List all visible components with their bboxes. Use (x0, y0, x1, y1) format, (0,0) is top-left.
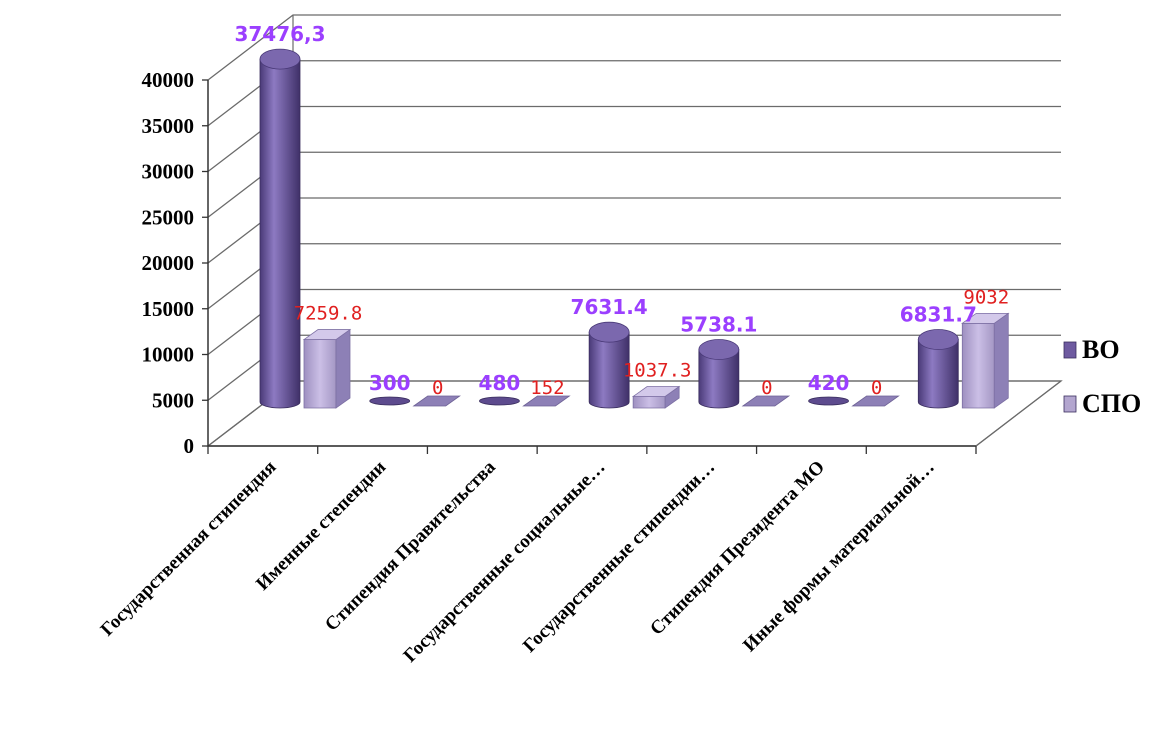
bar-vo-body (588, 331, 630, 409)
legend-label: ВО (1082, 335, 1120, 364)
bar-spo-top (631, 386, 681, 397)
bar-vo-body (698, 349, 740, 409)
bar-spo-top (302, 329, 352, 340)
bar-spo (302, 328, 352, 409)
data-label-vo: 300 (369, 371, 411, 395)
bar-spo-side (335, 328, 351, 409)
x-tick-label: Стипендия Президента МО (646, 457, 829, 640)
bar-spo (631, 385, 681, 409)
bar-spo-front (961, 322, 995, 409)
data-label-spo: 9032 (963, 286, 1009, 308)
data-label-spo: 0 (871, 377, 882, 399)
x-tick-label: Иные формы материальной… (739, 457, 938, 656)
bar-spo-top (961, 312, 1010, 324)
legend-swatch (1063, 341, 1077, 359)
bar-vo-top (588, 321, 630, 343)
bar-spo-flat (741, 395, 791, 407)
bars (259, 48, 1010, 409)
legend-item-spo: СПО (1063, 389, 1141, 418)
bar-vo-body (917, 339, 959, 409)
y-axis-tick-labels: 0 5000 10000 15000 20000 25000 30000 35000 40000 (142, 68, 195, 458)
bar-spo (412, 395, 461, 407)
bar-vo (479, 396, 520, 406)
bar-spo-side (993, 312, 1009, 409)
bar-vo-top (259, 48, 301, 70)
bar-spo (522, 395, 571, 407)
y-tick-label: 20000 (142, 251, 195, 275)
bar-spo-flat (851, 395, 900, 407)
y-tick-label: 0 (184, 434, 195, 458)
bar-vo (588, 321, 630, 409)
x-tick-label: Государственная стипендия (97, 457, 281, 641)
x-tick-label: Государственные стипендии… (519, 457, 719, 657)
legend-swatch (1063, 395, 1077, 413)
legend: ВО СПО (1063, 335, 1141, 418)
bar-spo-front (632, 396, 666, 409)
bar-spo (851, 395, 900, 407)
floor-edge (975, 380, 1062, 447)
data-label-vo: 6831.7 (900, 302, 977, 326)
bar-spo-front (303, 339, 337, 409)
data-label-spo: 0 (432, 377, 443, 399)
bar-vo-disc (808, 396, 849, 406)
y-tick-label: 40000 (142, 68, 195, 92)
data-label-vo: 37476,3 (234, 22, 325, 46)
bar-vo-body (259, 58, 301, 409)
data-label-vo: 7631.4 (571, 295, 648, 319)
data-label-vo: 420 (808, 371, 850, 395)
data-labels: 37476,3 7259.8 300 0 480 152 7631.4 1037.3 5738.… (234, 22, 1009, 399)
bar-vo-disc (479, 396, 520, 406)
bar-spo-flat (522, 395, 571, 407)
data-label-spo: 0 (761, 377, 772, 399)
legend-item-vo: ВО (1063, 335, 1120, 364)
bar-spo-flat (412, 395, 461, 407)
x-tick-label: Государственные социальные… (400, 457, 610, 667)
data-label-spo: 1037.3 (623, 360, 692, 382)
y-tick-label: 15000 (142, 297, 195, 321)
bar-spo (961, 312, 1010, 409)
bar-vo (808, 396, 849, 406)
data-label-vo: 5738.1 (680, 312, 757, 336)
bar-vo (917, 329, 959, 409)
bar-spo (741, 395, 791, 407)
data-label-spo: 7259.8 (294, 303, 363, 325)
y-tick-label: 35000 (142, 114, 195, 138)
y-tick-label: 10000 (142, 343, 195, 367)
bar-vo-top (917, 329, 959, 350)
data-label-spo: 152 (530, 377, 564, 399)
data-label-vo: 480 (479, 371, 521, 395)
y-tick-label: 25000 (142, 205, 195, 229)
y-tick-label: 5000 (152, 388, 194, 412)
bar-vo (369, 396, 411, 406)
legend-label: СПО (1082, 389, 1141, 418)
bar-vo (259, 48, 301, 409)
bar-vo-top (698, 339, 740, 360)
y-tick-label: 30000 (142, 160, 195, 184)
bar-vo (698, 339, 740, 409)
bar-vo-disc (369, 396, 411, 406)
